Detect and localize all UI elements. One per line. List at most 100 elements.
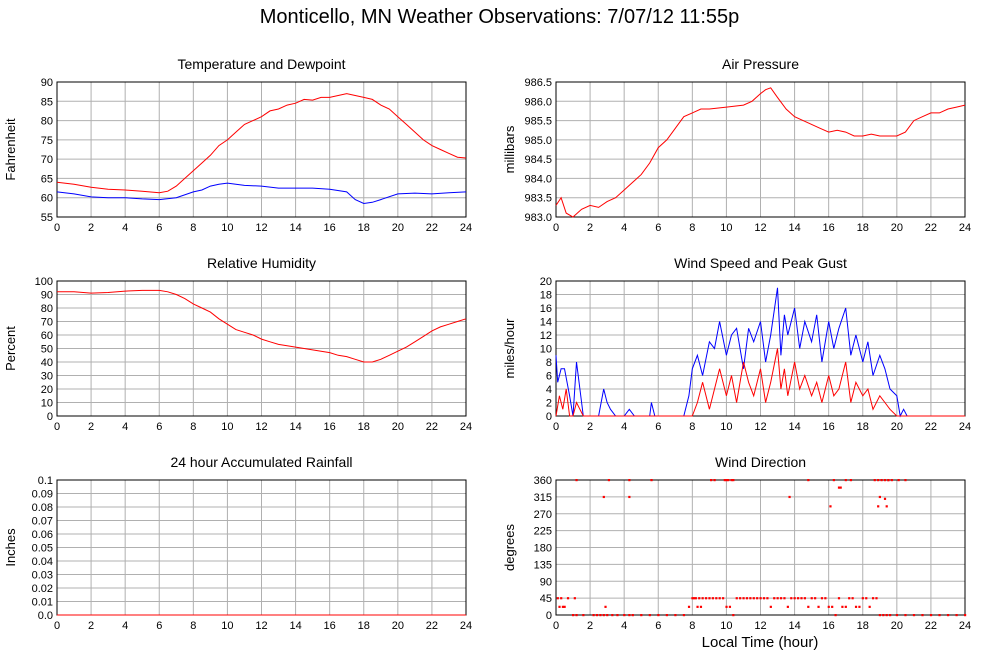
series-line-1 — [555, 87, 966, 218]
x-tick-label: 12 — [754, 222, 766, 234]
x-tick-label: 8 — [689, 421, 695, 433]
wind-direction-point — [897, 479, 900, 482]
wind-direction-point — [796, 597, 800, 600]
wind-direction-point — [800, 597, 803, 600]
y-tick-label: 10 — [41, 398, 53, 410]
x-tick-label: 2 — [587, 620, 593, 632]
series-line-2 — [555, 348, 965, 417]
x-tick-label: 22 — [426, 222, 438, 234]
y-tick-label: 18 — [540, 290, 552, 302]
wind-direction-point — [776, 597, 779, 600]
x-tick-label: 2 — [88, 421, 94, 433]
wind-direction-point — [708, 597, 711, 600]
wind-direction-point — [715, 597, 718, 600]
x-tick-label: 10 — [221, 222, 233, 234]
wind-direction-point — [723, 479, 726, 482]
x-tick-label: 6 — [655, 421, 661, 433]
wind-direction-point — [631, 614, 634, 617]
y-tick-label: 30 — [41, 371, 53, 383]
wind-direction-point — [839, 486, 842, 489]
x-tick-label: 6 — [655, 620, 661, 632]
wind-direction-point — [807, 479, 810, 482]
y-tick-label: 0.05 — [32, 543, 53, 555]
wind-direction-point — [725, 479, 728, 482]
x-tick-label: 24 — [959, 222, 971, 234]
y-tick-label: 0 — [546, 610, 552, 622]
wind-direction-point — [604, 605, 607, 608]
y-axis-label: Percent — [3, 326, 18, 371]
y-tick-label: 2 — [546, 398, 552, 410]
x-tick-label: 12 — [754, 421, 766, 433]
plot-frame — [56, 81, 467, 218]
x-tick-label: 0 — [553, 421, 559, 433]
wind-direction-point — [725, 605, 728, 608]
y-tick-label: 0.02 — [32, 583, 53, 595]
x-tick-label: 18 — [358, 222, 370, 234]
x-tick-label: 24 — [959, 421, 971, 433]
x-tick-label: 20 — [891, 421, 903, 433]
wind-direction-point — [722, 597, 725, 600]
wind-direction-point — [602, 614, 605, 617]
x-tick-label: 16 — [324, 620, 336, 632]
wind-direction-point — [607, 479, 611, 482]
x-tick-label: 2 — [88, 222, 94, 234]
y-tick-label: 983.5 — [524, 193, 552, 205]
x-tick-label: 4 — [122, 222, 128, 234]
wind-direction-point — [938, 614, 941, 617]
x-tick-label: 22 — [925, 620, 937, 632]
y-tick-label: 80 — [41, 303, 53, 315]
wind-direction-point — [727, 479, 730, 482]
x-tick-label: 10 — [720, 421, 732, 433]
y-tick-label: 90 — [41, 290, 53, 302]
y-tick-label: 12 — [540, 330, 552, 342]
y-tick-label: 40 — [41, 357, 53, 369]
wind-direction-point — [807, 605, 810, 608]
x-tick-label: 22 — [925, 421, 937, 433]
y-tick-label: 0.0 — [38, 610, 53, 622]
wind-direction-point — [560, 597, 563, 600]
y-tick-label: 315 — [534, 492, 552, 504]
x-tick-label: 16 — [823, 222, 835, 234]
x-tick-label: 6 — [655, 222, 661, 234]
wind-direction-point — [877, 479, 880, 482]
wind-direction-point — [803, 597, 807, 600]
x-tick-label: 22 — [426, 421, 438, 433]
y-tick-label: 20 — [41, 384, 53, 396]
x-tick-label: 24 — [460, 222, 472, 234]
y-tick-label: 0.06 — [32, 529, 53, 541]
x-tick-label: 0 — [54, 421, 60, 433]
wind-direction-point — [895, 614, 899, 617]
chart-title: Relative Humidity — [207, 255, 316, 271]
y-tick-label: 90 — [41, 77, 53, 89]
wind-direction-point — [790, 597, 793, 600]
x-tick-label: 10 — [221, 421, 233, 433]
wind-direction-point — [964, 614, 967, 617]
y-tick-label: 70 — [41, 154, 53, 166]
wind-direction-point — [623, 614, 626, 617]
wind-direction-point — [606, 614, 609, 617]
y-tick-label: 16 — [540, 303, 552, 315]
x-tick-label: 8 — [689, 620, 695, 632]
x-tick-label: 8 — [190, 421, 196, 433]
wind-direction-point — [602, 495, 605, 499]
wind-direction-point — [829, 505, 832, 508]
x-tick-label: 6 — [156, 620, 162, 632]
x-tick-label: 12 — [255, 222, 267, 234]
wind-direction-point — [745, 597, 749, 600]
x-tick-label: 14 — [289, 222, 301, 234]
y-tick-label: 70 — [41, 317, 53, 329]
x-tick-label: 14 — [788, 222, 800, 234]
x-tick-label: 14 — [788, 620, 800, 632]
wind-direction-point — [861, 597, 864, 600]
wind-direction-point — [779, 597, 783, 600]
chart-title: Temperature and Dewpoint — [177, 56, 345, 72]
wind-direction-point — [735, 597, 738, 600]
y-tick-label: 4 — [546, 384, 552, 396]
wind-direction-point — [858, 605, 861, 608]
series-line-1 — [555, 287, 965, 418]
x-tick-label: 16 — [324, 421, 336, 433]
y-tick-label: 0.09 — [32, 489, 53, 501]
x-tick-label: 22 — [426, 620, 438, 632]
